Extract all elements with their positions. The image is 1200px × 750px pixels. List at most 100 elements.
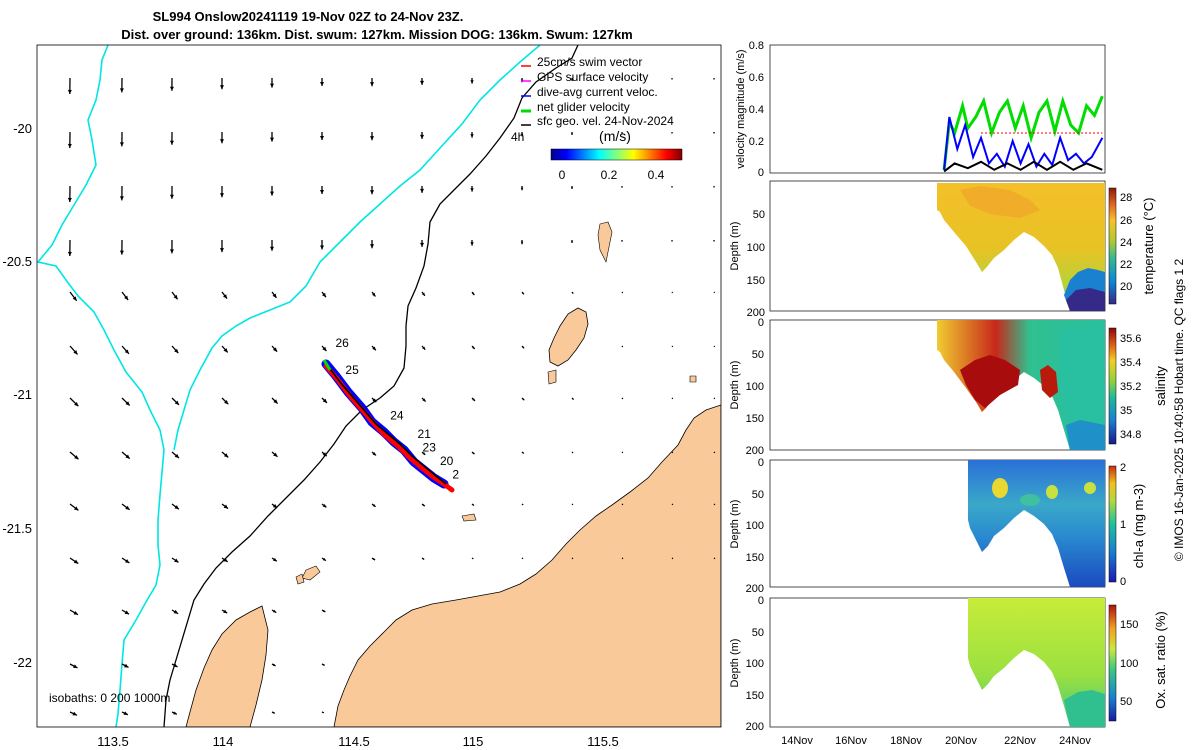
velocity-arrow (67, 131, 72, 148)
velocity-arrow (420, 239, 425, 247)
velocity-arrow (421, 397, 427, 402)
velocity-arrow (713, 185, 715, 188)
temperature-panel: 50 100 150 200 Depth (m) 20 22 24 26 28 … (729, 180, 1156, 319)
map-ytick--21: -21 (13, 387, 32, 402)
island-southwest (185, 605, 269, 727)
velocity-arrow (571, 291, 574, 295)
velocity-arrow (370, 239, 375, 249)
ox-colorbar (1108, 604, 1117, 722)
velocity-arrow (321, 345, 327, 352)
velocity-arrow (371, 503, 376, 508)
velocity-arrow (421, 291, 426, 297)
velocity-arrow (271, 397, 279, 404)
map-ytick--21.5: -21.5 (2, 521, 32, 536)
islet-5 (547, 369, 557, 385)
velocity-arrow (571, 239, 573, 243)
velocity-arrow (69, 345, 79, 355)
ox-deep (1064, 690, 1105, 727)
velocity-arrow (571, 557, 574, 560)
colorbar-tick-0.4: 0.4 (648, 168, 665, 182)
day-label-25-1: 25 (345, 363, 359, 377)
time-xtick-22nov: 22Nov (1004, 735, 1036, 747)
velocity-panel: 0.8 0.6 0.4 0.2 0 velocity magnitude (m/… (735, 40, 1106, 179)
sal-high-core-2 (1040, 365, 1058, 398)
velocity-arrow (270, 185, 275, 196)
velocity-arrow (713, 397, 716, 400)
velocity-arrow (471, 557, 474, 560)
velocity-arrow (371, 557, 376, 561)
velocity-arrow (270, 239, 275, 251)
title-line-1: SL994 Onslow20241119 19-Nov 02Z to 24-No… (153, 9, 464, 24)
time-xtick-24nov: 24Nov (1059, 735, 1091, 747)
footer-credit: © IMOS 16-Jan-2025 10:40:58 Hobart time.… (1172, 259, 1186, 562)
map-xtick-114.5: 114.5 (338, 734, 370, 749)
track-swim-vectors (323, 363, 455, 493)
day-label-20-5: 20 (440, 454, 454, 468)
velocity-arrow (371, 451, 377, 456)
ox-ctick-100: 100 (1120, 658, 1138, 670)
velocity-arrow (221, 503, 229, 510)
sal-ctick-35.6: 35.6 (1120, 333, 1141, 345)
velocity-arrow (713, 557, 716, 560)
velocity-arrow (221, 557, 229, 563)
colorbar-title: (m/s) (599, 128, 631, 144)
velocity-arrow (69, 557, 79, 565)
velocity-arrow (219, 77, 224, 90)
velocity-arrow (169, 239, 174, 254)
velocity-arrow (271, 557, 278, 562)
sal-ytick-100: 100 (746, 381, 764, 393)
velocity-arrow (621, 503, 624, 506)
velocity-arrow (571, 503, 574, 506)
velocity-arrow (713, 131, 715, 134)
velocity-arrow (471, 345, 476, 350)
velocity-arrow (671, 131, 673, 134)
velocity-arrow (321, 397, 328, 404)
chl-ytick-200: 200 (746, 583, 764, 595)
islet-6 (689, 375, 697, 383)
velocity-arrow (271, 291, 278, 299)
velocity-arrow (571, 185, 573, 189)
sal-ctick-34.8: 34.8 (1120, 429, 1141, 441)
time-xtick-20nov: 20Nov (945, 735, 977, 747)
sal-ctick-35: 35 (1120, 405, 1132, 417)
velocity-arrow (321, 291, 327, 298)
velocity-arrow (321, 609, 326, 613)
velocity-arrow (171, 451, 180, 459)
velocity-arrow (121, 609, 130, 615)
legend-label-gps: GPS surface velocity (537, 70, 648, 84)
velocity-series-sfc-geo-vel- (943, 160, 1103, 173)
velocity-arrow (521, 557, 524, 560)
chl-clabel: chl-a (mg m-3) (1131, 484, 1146, 569)
sal-colorbar (1108, 327, 1117, 445)
velocity-arrow (471, 291, 475, 296)
chl-ytick-150: 150 (746, 552, 764, 564)
velocity-arrow (420, 131, 425, 139)
velocity-arrow (119, 131, 124, 147)
velocity-arrow (69, 609, 79, 616)
velocity-arrow (271, 711, 276, 714)
temp-colorbar (1108, 187, 1117, 305)
temp-ytick-50: 50 (753, 209, 765, 221)
velocity-arrow (421, 451, 426, 456)
legend-label-geo: sfc geo. vel. 24-Nov-2024 (537, 114, 674, 128)
velocity-arrow (671, 557, 674, 560)
chl-bloom-1 (992, 478, 1008, 498)
velocity-arrow (121, 663, 129, 669)
isobath-1000m (37, 45, 165, 727)
velocity-arrow (420, 77, 425, 85)
velocity-arrow (621, 131, 623, 134)
chl-ytick-0: 0 (758, 457, 764, 469)
velocity-arrow (320, 77, 325, 87)
velocity-arrow (521, 291, 525, 295)
vel-ylabel: velocity magnitude (m/s) (735, 49, 747, 168)
temp-ylabel: Depth (m) (729, 222, 741, 271)
ox-ytick-50: 50 (752, 627, 764, 639)
chl-bloom-3 (1084, 482, 1096, 494)
velocity-arrow (521, 503, 524, 506)
chla-panel: 0 50 100 150 200 Depth (m) 0 1 2 chl-a (… (729, 457, 1146, 595)
velocity-arrow (221, 345, 229, 353)
sal-deep (1066, 420, 1105, 450)
velocity-arrow (671, 185, 673, 188)
velocity-arrow (171, 711, 178, 715)
temp-warm-patch (960, 186, 1040, 218)
